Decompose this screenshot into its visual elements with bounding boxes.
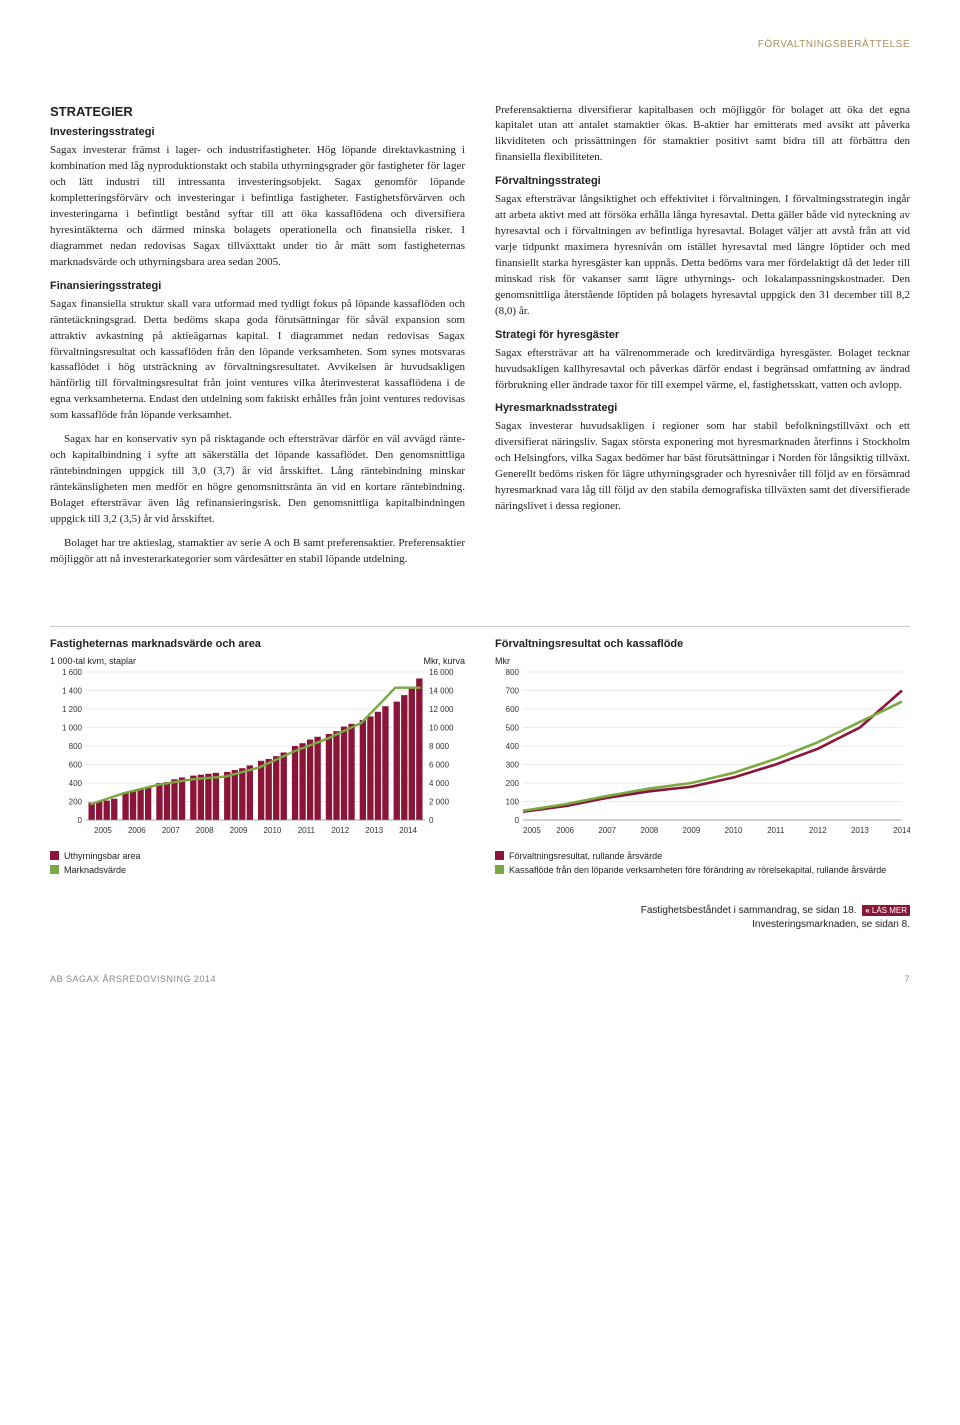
hyresmarknadsstrategi-body: Sagax investerar huvudsakligen i regione… [495,419,910,515]
legend-item: Förvaltningsresultat, rullande årsvärde [495,850,910,863]
footer-note: Fastighetsbeståndet i sammandrag, se sid… [50,904,910,933]
svg-text:2011: 2011 [298,826,316,835]
preferensaktier-body: Preferensaktierna diversifierar kapitalb… [495,103,910,167]
svg-text:10 000: 10 000 [429,723,454,732]
svg-text:1 400: 1 400 [62,686,83,695]
svg-text:400: 400 [506,742,520,751]
chart1-block: Fastigheternas marknadsvärde och area 1 … [50,637,465,878]
svg-text:600: 600 [506,705,520,714]
svg-text:1 200: 1 200 [62,705,83,714]
svg-text:0: 0 [515,816,520,825]
chart2-legend: Förvaltningsresultat, rullande årsvärdeK… [495,850,910,877]
svg-text:1 000: 1 000 [62,723,83,732]
svg-text:2005: 2005 [523,826,541,835]
svg-text:0: 0 [78,816,83,825]
svg-text:2010: 2010 [264,826,282,835]
legend-item: Uthyrningsbar area [50,850,465,863]
forvaltningsstrategi-body: Sagax eftersträvar långsiktighet och eff… [495,192,910,320]
footer-left: AB SAGAX ÅRSREDOVISNING 2014 [50,973,216,986]
chart2-svg: 0 100 200 300 400 500 600 700 800 2005 2006 2007 200… [495,668,910,838]
legend-label: Marknadsvärde [64,864,126,877]
chart1-svg: 0 0 200 2 000 400 4 000 600 6 000 800 8 000 1 000 1… [50,668,465,838]
svg-text:2007: 2007 [162,826,180,835]
svg-text:800: 800 [69,742,83,751]
svg-text:2012: 2012 [331,826,349,835]
svg-text:600: 600 [69,760,83,769]
svg-text:300: 300 [506,760,520,769]
footer-note-line1: Fastighetsbeståndet i sammandrag, se sid… [641,905,857,916]
svg-text:2013: 2013 [365,826,383,835]
strategier-heading: STRATEGIER [50,103,465,122]
chart1-left-axis-label: 1 000-tal kvm, staplar [50,655,136,668]
left-column: STRATEGIER Investeringsstrategi Sagax in… [50,103,465,576]
forvaltningsstrategi-heading: Förvaltningsstrategi [495,174,910,190]
legend-label: Uthyrningsbar area [64,850,141,863]
svg-text:0: 0 [429,816,434,825]
legend-item: Marknadsvärde [50,864,465,877]
svg-text:2006: 2006 [556,826,574,835]
strategi-hyresgaster-body: Sagax eftersträvar att ha välrenommerade… [495,346,910,394]
svg-text:6 000: 6 000 [429,760,450,769]
charts-row: Fastigheternas marknadsvärde och area 1 … [50,626,910,878]
investeringsstrategi-body: Sagax investerar främst i lager- och ind… [50,143,465,271]
svg-text:2006: 2006 [128,826,146,835]
legend-swatch [495,851,504,860]
chart2-left-axis-label: Mkr [495,655,510,668]
page-footer: AB SAGAX ÅRSREDOVISNING 2014 7 [50,963,910,986]
svg-text:4 000: 4 000 [429,779,450,788]
chart2-title: Förvaltningsresultat och kassaflöde [495,637,910,653]
legend-label: Förvaltningsresultat, rullande årsvärde [509,850,662,863]
svg-text:2014: 2014 [893,826,910,835]
hyresmarknadsstrategi-heading: Hyresmarknadsstrategi [495,401,910,417]
chart1-title: Fastigheternas marknadsvärde och area [50,637,465,653]
investeringsstrategi-heading: Investeringsstrategi [50,125,465,141]
two-column-text: STRATEGIER Investeringsstrategi Sagax in… [50,103,910,576]
svg-text:14 000: 14 000 [429,686,454,695]
page-category-header: FÖRVALTNINGSBERÄTTELSE [50,38,910,53]
finansieringsstrategi-p3: Bolaget har tre aktieslag, stamaktier av… [50,536,465,568]
svg-text:100: 100 [506,797,520,806]
svg-text:2 000: 2 000 [429,797,450,806]
svg-text:400: 400 [69,779,83,788]
svg-text:1 600: 1 600 [62,668,83,677]
las-mer-badge: LÄS MER [862,905,910,917]
legend-label: Kassaflöde från den löpande verksamheten… [509,864,886,877]
chart2-block: Förvaltningsresultat och kassaflöde Mkr … [495,637,910,878]
svg-text:12 000: 12 000 [429,705,454,714]
legend-swatch [50,851,59,860]
svg-text:8 000: 8 000 [429,742,450,751]
svg-text:2012: 2012 [809,826,827,835]
legend-swatch [50,865,59,874]
svg-text:2007: 2007 [598,826,616,835]
svg-text:2014: 2014 [399,826,417,835]
legend-swatch [495,865,504,874]
footer-note-line2: Investeringsmarknaden, se sidan 8. [752,919,910,930]
finansieringsstrategi-heading: Finansieringsstrategi [50,279,465,295]
svg-text:16 000: 16 000 [429,668,454,677]
finansieringsstrategi-p1: Sagax finansiella struktur skall vara ut… [50,297,465,425]
svg-text:200: 200 [69,797,83,806]
finansieringsstrategi-p2: Sagax har en konservativ syn på risktaga… [50,432,465,528]
svg-text:700: 700 [506,686,520,695]
page-number: 7 [904,973,910,986]
right-column: Preferensaktierna diversifierar kapitalb… [495,103,910,576]
svg-text:2011: 2011 [767,826,785,835]
svg-text:2013: 2013 [851,826,869,835]
svg-text:200: 200 [506,779,520,788]
strategi-hyresgaster-heading: Strategi för hyresgäster [495,328,910,344]
chart1-right-axis-label: Mkr, kurva [423,655,465,668]
legend-item: Kassaflöde från den löpande verksamheten… [495,864,910,877]
svg-text:2005: 2005 [94,826,112,835]
svg-text:800: 800 [506,668,520,677]
chart1-legend: Uthyrningsbar areaMarknadsvärde [50,850,465,877]
svg-text:2008: 2008 [196,826,214,835]
svg-text:500: 500 [506,723,520,732]
svg-text:2009: 2009 [683,826,701,835]
svg-text:2008: 2008 [640,826,658,835]
svg-text:2010: 2010 [725,826,743,835]
svg-text:2009: 2009 [230,826,248,835]
